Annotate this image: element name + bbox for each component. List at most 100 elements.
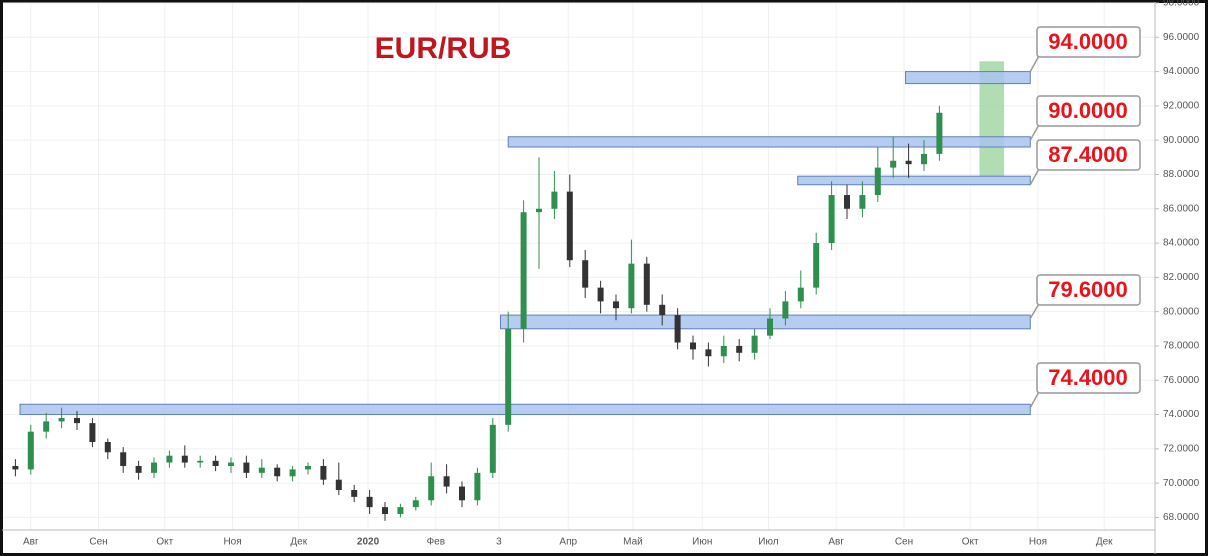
y-tick-label: 94.0000 <box>1163 66 1200 77</box>
candle-body <box>890 160 897 168</box>
candle-body <box>58 417 65 422</box>
x-tick-label: 3 <box>496 537 502 548</box>
y-tick-label: 76.0000 <box>1163 375 1200 386</box>
candle-body <box>74 417 80 424</box>
candle-body <box>382 507 388 514</box>
x-tick-label: Июл <box>758 537 778 548</box>
candle-body <box>828 195 835 244</box>
x-tick-label: Апр <box>559 537 577 548</box>
candle-body <box>720 345 727 357</box>
candle-body <box>551 191 558 209</box>
candle-body <box>582 260 589 288</box>
candle-body <box>397 507 404 514</box>
x-tick-label: Сен <box>895 537 913 548</box>
y-tick-label: 68.0000 <box>1163 512 1200 523</box>
candle-body <box>228 462 234 466</box>
y-tick-label: 70.0000 <box>1163 478 1200 489</box>
candle-body <box>428 476 435 501</box>
x-tick-label: Авг <box>828 537 844 548</box>
x-tick-label: Дек <box>290 537 307 548</box>
y-tick-label: 74.0000 <box>1163 409 1200 420</box>
y-tick-label: 82.0000 <box>1163 272 1200 283</box>
candle-body <box>366 496 373 508</box>
candle-body <box>643 263 650 305</box>
candle-body <box>120 452 127 466</box>
level-label: 87.4000 <box>1048 142 1128 167</box>
candle-body <box>274 467 281 477</box>
candle-body <box>197 460 204 463</box>
y-tick-label: 80.0000 <box>1163 306 1200 317</box>
x-tick-label: 2020 <box>357 537 380 548</box>
candle-body <box>705 349 712 357</box>
x-tick-label: Авг <box>23 537 39 548</box>
candle-body <box>921 153 927 165</box>
candle-body <box>474 472 481 501</box>
y-tick-label: 96.0000 <box>1163 32 1200 43</box>
candle-body <box>12 465 19 470</box>
candle-body <box>597 287 604 302</box>
level-label: 94.0000 <box>1048 29 1128 54</box>
candle-body <box>936 112 943 154</box>
candle-body <box>782 301 789 319</box>
level-label-box <box>1036 95 1141 127</box>
candle-body <box>659 304 666 316</box>
candle-body <box>459 486 465 501</box>
candle-body <box>628 263 635 309</box>
candle-body <box>27 431 34 470</box>
x-tick-label: Окт <box>156 537 173 548</box>
candle-body <box>566 191 573 261</box>
candle-body <box>736 345 743 353</box>
candle-body <box>43 421 50 432</box>
candle-body <box>505 328 512 425</box>
candle-body <box>443 476 450 487</box>
y-tick-label: 72.0000 <box>1163 443 1200 454</box>
candle-body <box>335 479 342 490</box>
level-zone <box>905 71 1031 85</box>
candle-body <box>859 195 866 209</box>
candle-body <box>243 462 250 473</box>
level-label-box <box>1036 362 1141 394</box>
candle-body <box>813 243 820 288</box>
candle-body <box>166 455 173 463</box>
candle-body <box>674 315 681 343</box>
level-label-box <box>1036 274 1141 306</box>
level-zone <box>797 175 1031 186</box>
candle-body <box>844 195 850 209</box>
candle-body <box>905 160 912 165</box>
x-tick-label: Июн <box>692 537 712 548</box>
y-tick-label: 90.0000 <box>1163 135 1200 146</box>
candle-body <box>289 469 296 477</box>
y-tick-label: 98.0000 <box>1163 0 1200 9</box>
candle-body <box>212 460 219 466</box>
x-tick-label: Фев <box>427 537 445 548</box>
level-label-box <box>1036 26 1141 58</box>
candle-body <box>181 455 188 463</box>
x-tick-label: Май <box>623 537 643 548</box>
level-label: 90.0000 <box>1048 98 1128 123</box>
x-tick-label: Сен <box>89 537 107 548</box>
candle-body <box>305 465 311 470</box>
candle-body <box>767 318 773 336</box>
candle-body <box>613 301 619 309</box>
level-label: 79.6000 <box>1048 277 1128 302</box>
y-tick-label: 92.0000 <box>1163 101 1200 112</box>
candle-body <box>412 500 419 508</box>
candle-body <box>151 462 157 473</box>
candle-body <box>320 465 327 480</box>
y-tick-label: 88.0000 <box>1163 169 1200 180</box>
y-tick-label: 78.0000 <box>1163 341 1200 352</box>
level-zone <box>19 403 1031 416</box>
candle-body <box>751 335 758 353</box>
x-tick-label: Окт <box>962 537 979 548</box>
x-tick-label: Дек <box>1096 537 1113 548</box>
level-zone <box>507 136 1031 148</box>
y-tick-label: 86.0000 <box>1163 203 1200 214</box>
candle-body <box>536 208 542 213</box>
level-label-box <box>1036 139 1141 171</box>
x-tick-label: Ноя <box>223 537 241 548</box>
x-tick-label: Ноя <box>1029 537 1047 548</box>
candle-body <box>104 441 111 453</box>
level-label: 74.4000 <box>1048 365 1128 390</box>
